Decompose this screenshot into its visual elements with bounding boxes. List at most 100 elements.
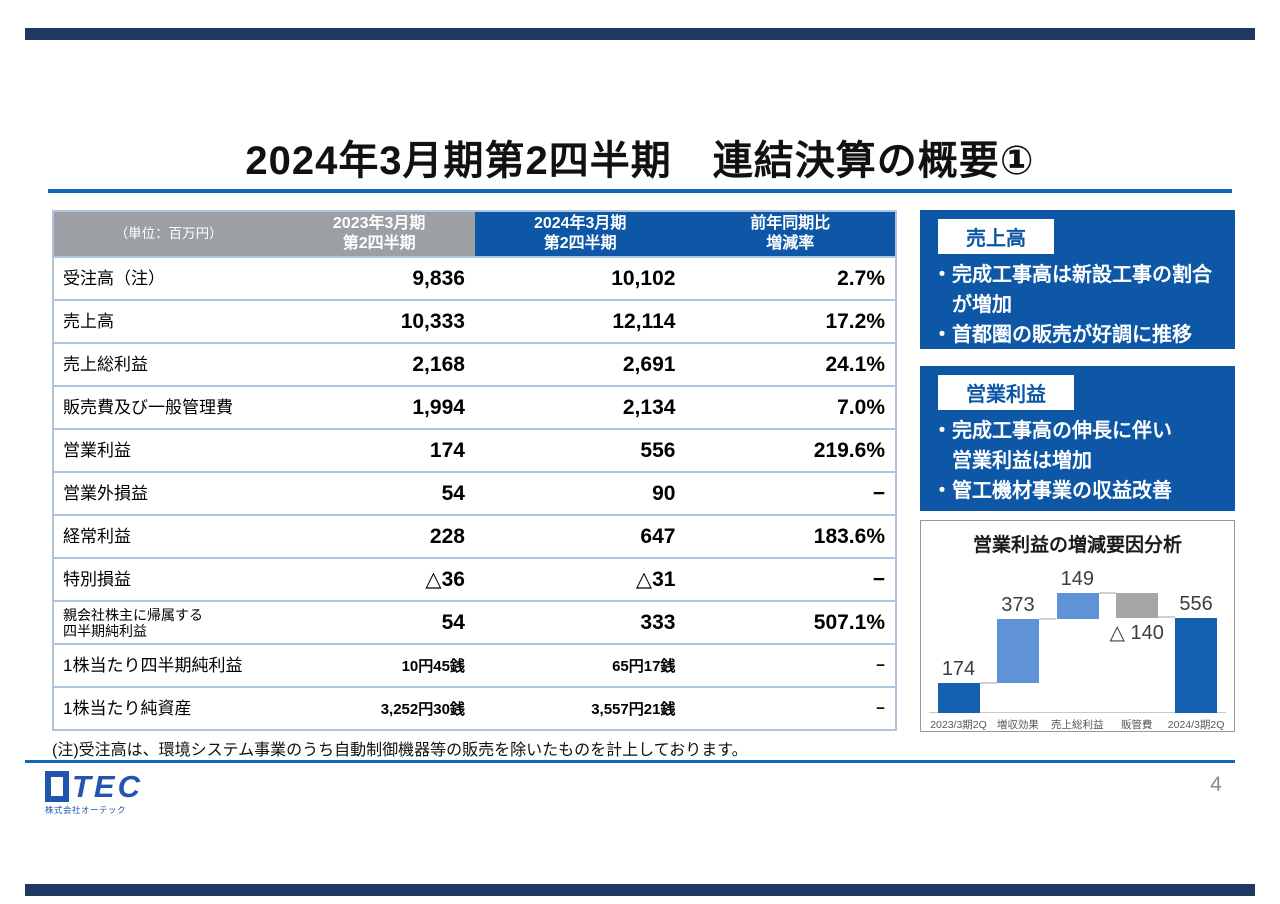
chart-bar — [997, 619, 1040, 684]
row-value-yoy: − — [685, 557, 896, 601]
chart-connector — [1157, 616, 1176, 619]
logo-o-glyph — [45, 771, 69, 802]
footer-divider-line — [25, 760, 1235, 763]
otec-logo-mark: TEC — [45, 771, 143, 802]
table-row: 売上高 10,333 12,114 17.2% — [53, 299, 896, 343]
table-col-header: 2024年3月期 第2四半期 — [474, 211, 686, 257]
row-value-prev: 9,836 — [283, 256, 475, 300]
table-row: 受注高（注） 9,836 10,102 2.7% — [53, 256, 896, 300]
row-label: 経常利益 — [53, 514, 284, 558]
page-title: 2024年3月期第2四半期 連結決算の概要① — [245, 139, 1035, 183]
row-value-prev: △36 — [283, 557, 475, 601]
row-value-curr: 333 — [474, 600, 686, 644]
chart-connector — [1098, 592, 1116, 595]
table-row: 特別損益 △36 △31− — [53, 557, 896, 601]
table-header-row: （単位：百万円） 2023年3月期 第2四半期 2024年3月期 第2四半期 前年同期比… — [53, 211, 896, 257]
table-row: 営業外損益 54 90− — [53, 471, 896, 515]
row-value-prev: 174 — [283, 428, 475, 472]
table-row: 営業利益 174 556 219.6% — [53, 428, 896, 472]
chart-bar — [1175, 617, 1218, 713]
chart-x-label: 増収効果 — [996, 719, 1039, 731]
row-value-curr: △31 — [474, 557, 686, 601]
table-row: 1株当たり四半期純利益 10円45銭 65円17銭 − — [53, 643, 896, 687]
chart-bar-label: 149 — [1060, 568, 1094, 591]
row-value-yoy: 507.1% — [685, 600, 896, 644]
top-navy-bar — [25, 28, 1255, 40]
row-label: 1株当たり純資産 — [53, 686, 284, 730]
highlight-box-sales: 売上高 ・完成工事高は新設工事の割合 が増加・首都圏の販売が好調に推移 — [920, 210, 1235, 349]
row-value-prev: 54 — [283, 600, 475, 644]
row-value-yoy: − — [685, 686, 896, 730]
table-row: 親会社株主に帰属する 四半期純利益 54 333 507.1% — [53, 600, 896, 644]
highlight-box-text-line: ・首都圏の販売が好調に推移 — [932, 324, 1192, 346]
row-value-yoy: 183.6% — [685, 514, 896, 558]
row-value-curr: 12,114 — [474, 299, 686, 343]
row-value-prev: 2,168 — [283, 342, 475, 386]
row-value-yoy: 17.2% — [685, 299, 896, 343]
chart-x-label: 2023/3期2Q — [930, 719, 987, 731]
chart-x-label: 2024/3期2Q — [1167, 719, 1225, 731]
row-value-curr: 65円17銭 — [474, 643, 686, 687]
table-unit-label: （単位：百万円） — [53, 211, 284, 257]
row-label: 特別損益 — [53, 557, 284, 601]
company-logo: TEC 株式会社オーテック — [45, 771, 143, 816]
highlight-box-title: 営業利益 — [938, 375, 1074, 410]
row-label: 売上総利益 — [53, 342, 284, 386]
row-value-yoy: 24.1% — [685, 342, 896, 386]
financial-table: （単位：百万円） 2023年3月期 第2四半期 2024年3月期 第2四半期 前年同期比… — [52, 210, 897, 731]
row-value-curr: 3,557円21銭 — [474, 686, 686, 730]
chart-bar — [1115, 593, 1158, 618]
chart-title: 営業利益の増減要因分析 — [972, 535, 1182, 556]
table-col-header: 前年同期比 増減率 — [685, 211, 896, 257]
row-value-curr: 90 — [474, 471, 686, 515]
page-number: 4 — [1210, 773, 1222, 796]
row-label: 1株当たり四半期純利益 — [53, 643, 284, 687]
table-row: 経常利益 228 647 183.6% — [53, 514, 896, 558]
row-value-curr: 556 — [474, 428, 686, 472]
row-label: 営業利益 — [53, 428, 284, 472]
chart-bar — [937, 683, 980, 713]
waterfall-chart: 営業利益の増減要因分析 174 373 149 △ 140 556 2023/3期2Q 増… — [920, 520, 1235, 732]
logo-subtext: 株式会社オーテック — [45, 805, 127, 815]
row-value-yoy: 219.6% — [685, 428, 896, 472]
chart-bar-label: 556 — [1179, 592, 1213, 615]
chart-bar-label: 174 — [941, 658, 976, 681]
row-value-prev: 10円45銭 — [283, 643, 475, 687]
title-underline — [48, 189, 1232, 193]
highlight-box-text-line: ・完成工事高の伸長に伴い — [932, 420, 1172, 442]
row-value-prev: 3,252円30銭 — [283, 686, 475, 730]
table-row: 販売費及び一般管理費 1,994 2,134 7.0% — [53, 385, 896, 429]
row-value-curr: 2,134 — [474, 385, 686, 429]
highlight-box-text-line: が増加 — [932, 294, 1012, 316]
chart-bar — [1056, 593, 1099, 620]
table-row: 1株当たり純資産 3,252円30銭 3,557円21銭 − — [53, 686, 896, 730]
chart-connector — [1039, 618, 1057, 621]
row-value-prev: 54 — [283, 471, 475, 515]
chart-plot-area: 174 373 149 △ 140 556 — [929, 567, 1226, 713]
row-value-yoy: − — [685, 643, 896, 687]
row-value-yoy: 7.0% — [685, 385, 896, 429]
row-label: 売上高 — [53, 299, 284, 343]
table-col-header: 2023年3月期 第2四半期 — [283, 211, 475, 257]
chart-bar-label: △ 140 — [1109, 622, 1164, 645]
highlight-box-text-line: ・完成工事高は新設工事の割合 — [932, 264, 1212, 286]
table-row: 売上総利益 2,168 2,691 24.1% — [53, 342, 896, 386]
row-label: 親会社株主に帰属する 四半期純利益 — [53, 600, 284, 644]
footnote: (注)受注高は、環境システム事業のうち自動制御機器等の販売を除いたものを計上して… — [52, 742, 748, 759]
row-value-prev: 1,994 — [283, 385, 475, 429]
row-value-curr: 10,102 — [474, 256, 686, 300]
highlight-box-title: 売上高 — [938, 219, 1054, 254]
chart-x-label: 販管費 — [1120, 719, 1153, 731]
chart-x-label: 売上総利益 — [1051, 719, 1104, 731]
row-value-curr: 2,691 — [474, 342, 686, 386]
row-label: 販売費及び一般管理費 — [53, 385, 284, 429]
row-value-prev: 228 — [283, 514, 475, 558]
chart-bar-label: 373 — [1001, 594, 1035, 617]
row-value-prev: 10,333 — [283, 299, 475, 343]
row-value-curr: 647 — [474, 514, 686, 558]
chart-axis-line — [929, 712, 1226, 713]
row-label: 営業外損益 — [53, 471, 284, 515]
row-value-yoy: 2.7% — [685, 256, 896, 300]
highlight-box-text-line: ・管工機材事業の収益改善 — [932, 480, 1172, 502]
